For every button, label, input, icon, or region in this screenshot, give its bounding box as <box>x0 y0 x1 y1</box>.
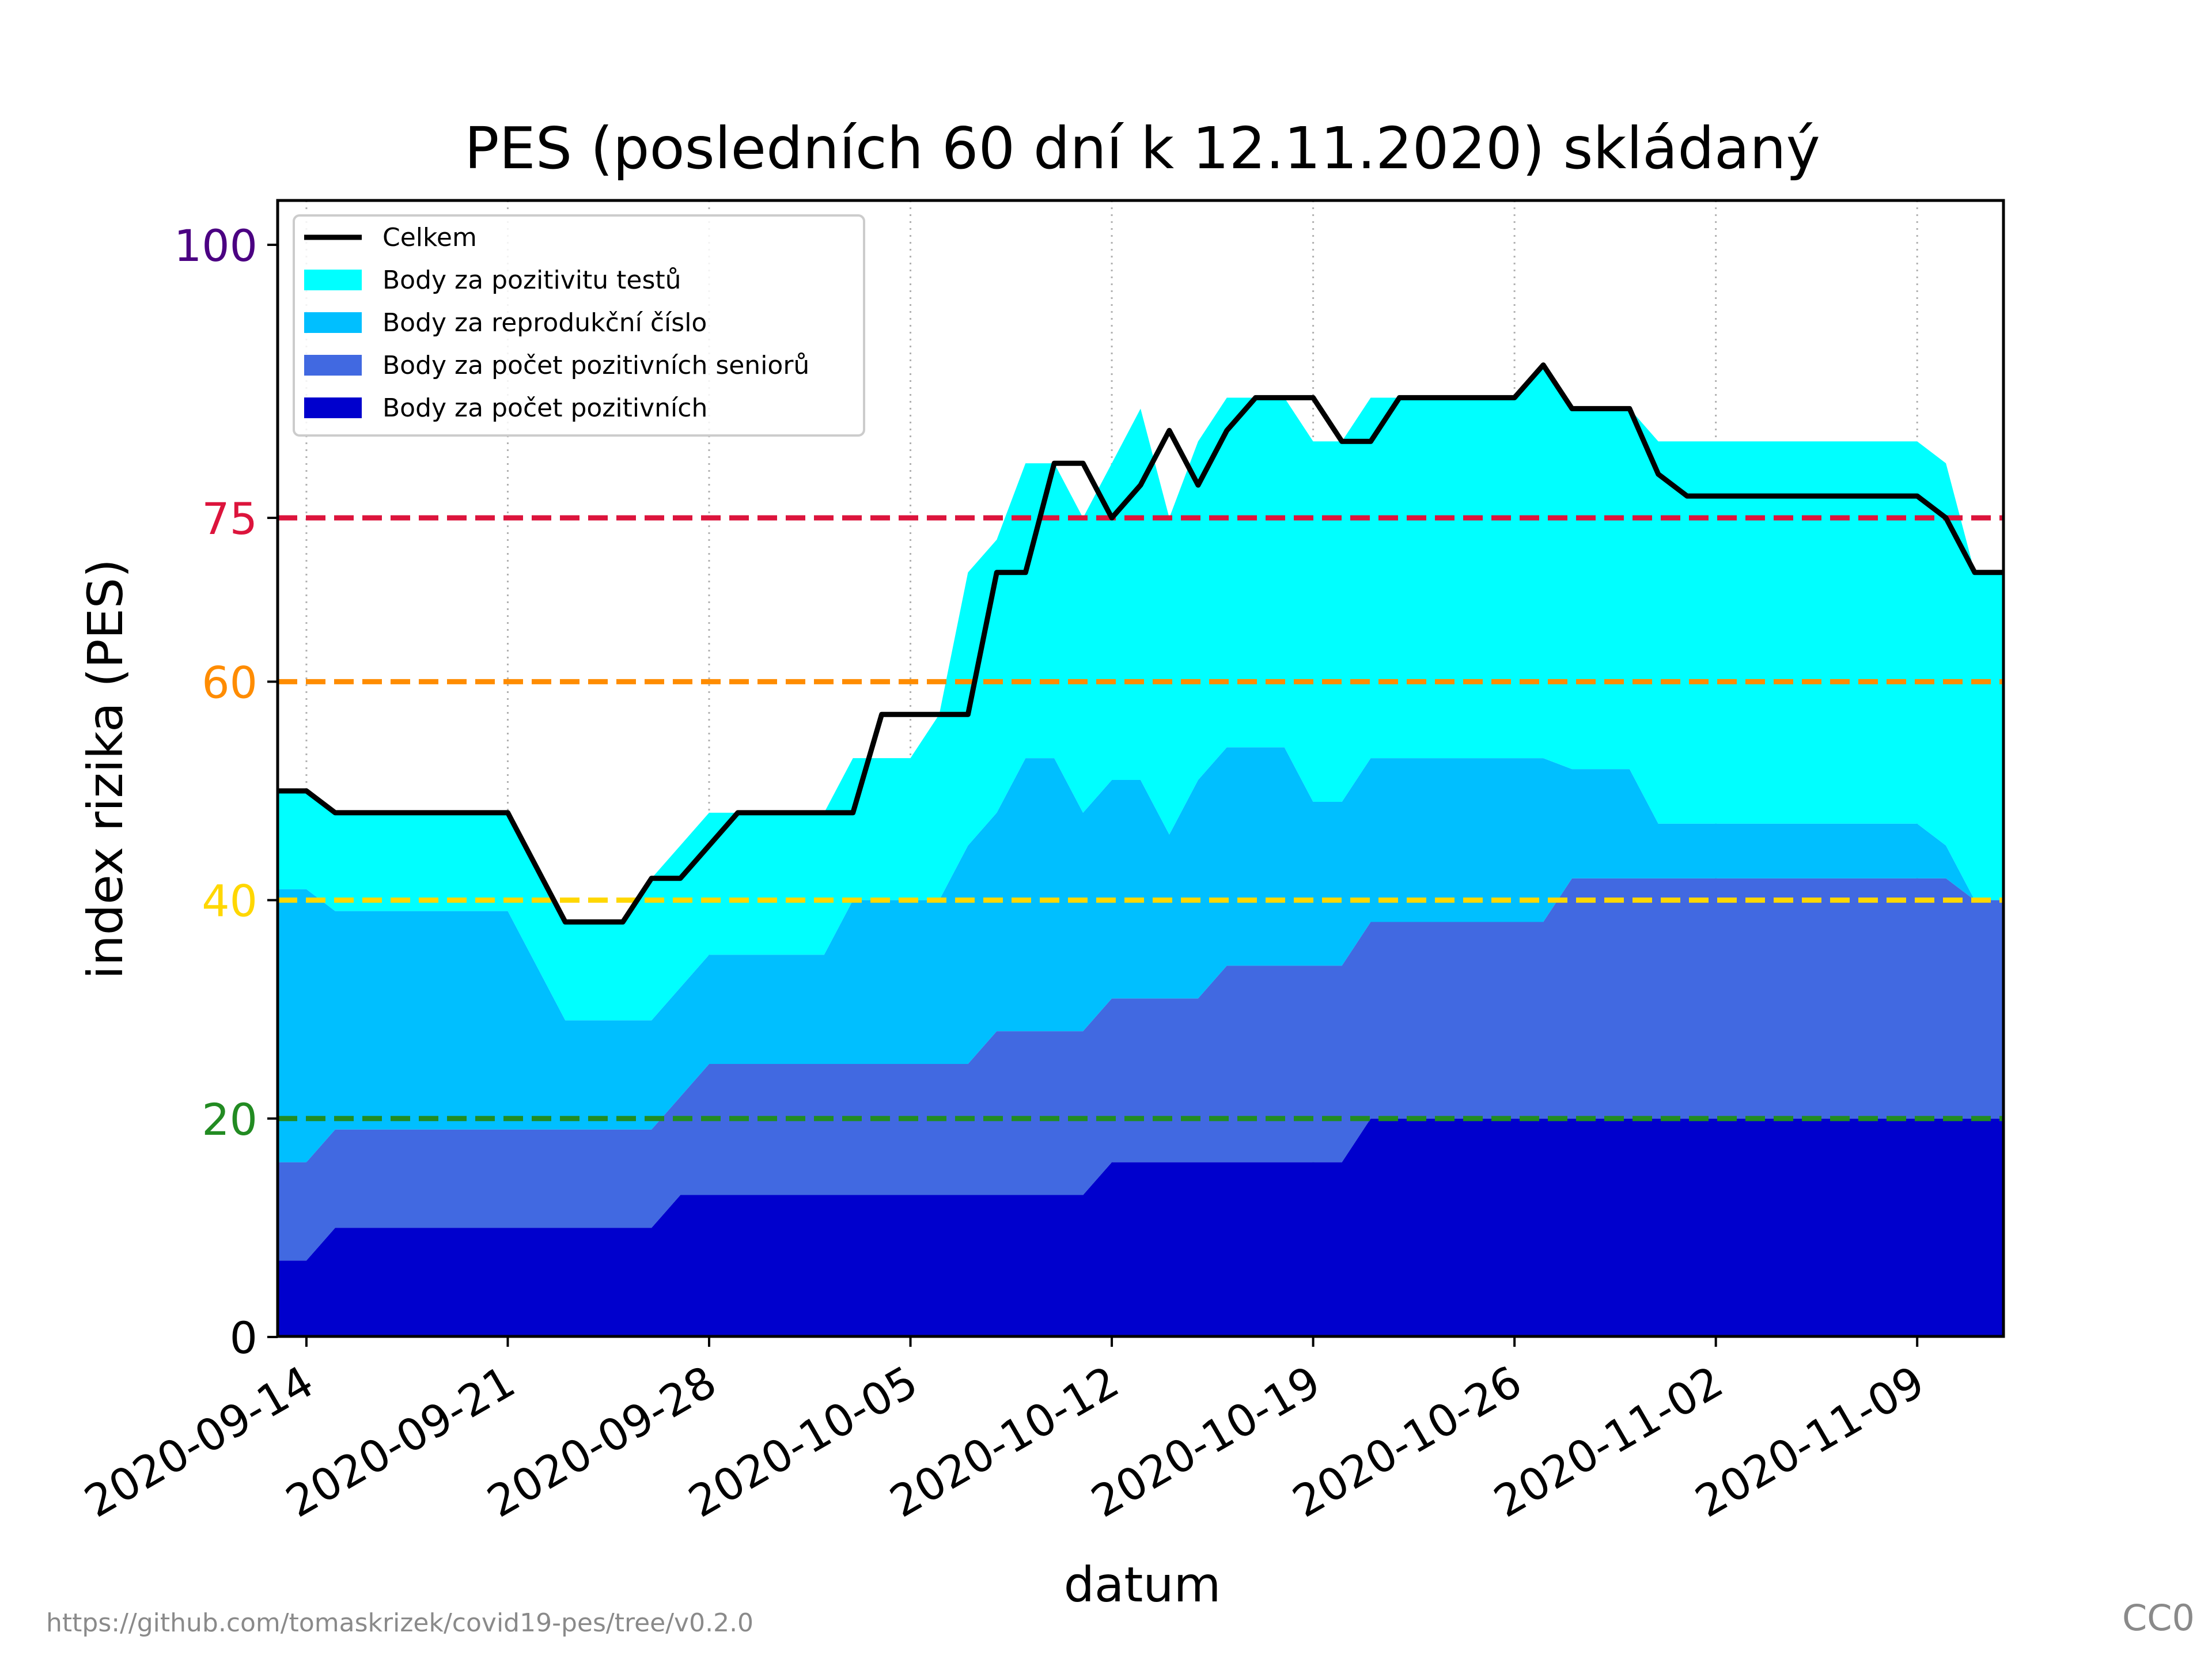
y-tick-label: 0 <box>230 1312 257 1363</box>
legend-frame <box>293 214 865 437</box>
y-tick-label: 60 <box>202 657 257 708</box>
y-tick-label: 75 <box>202 493 257 544</box>
plot-frame <box>276 199 2005 1338</box>
legend-label: Body za reprodukční číslo <box>382 308 707 338</box>
y-tick-label: 20 <box>202 1094 257 1145</box>
total-line <box>278 362 2003 925</box>
x-tick-label: 2020-11-09 <box>1687 1356 1933 1528</box>
legend-label: Body za počet pozitivních <box>382 393 707 423</box>
legend-swatch <box>304 312 362 333</box>
legend-swatch <box>304 397 362 418</box>
x-tick-label: 2020-09-14 <box>76 1356 322 1528</box>
legend-swatch <box>304 355 362 376</box>
area-series-3 <box>278 747 2003 1162</box>
legend: Celkem Body za pozitivitu testů Body za re… <box>293 214 865 437</box>
y-axis-label: index rizika (PES) <box>77 559 134 979</box>
legend-label: Body za počet pozitivních seniorů <box>382 351 809 380</box>
x-tick-label: 2020-09-21 <box>277 1356 523 1528</box>
chart-title: PES (posledních 60 dní k 12.11.2020) skl… <box>464 115 1820 182</box>
source-url[interactable]: https://github.com/tomaskrizek/covid19-p… <box>46 1608 754 1638</box>
y-tick-label: 40 <box>202 876 257 927</box>
area-series-4 <box>278 365 2003 1021</box>
x-tick-label: 2020-11-02 <box>1486 1356 1732 1528</box>
x-tick-label: 2020-10-26 <box>1284 1356 1530 1528</box>
legend-label: Celkem <box>382 223 477 252</box>
plot-area: 0 20 40 60 75 100 2020-09-142020-09-212020-09-… <box>76 199 2005 1528</box>
x-tick-label: 2020-10-12 <box>881 1356 1127 1528</box>
x-axis-label: datum <box>1064 1556 1221 1613</box>
area-series-1 <box>278 1118 2003 1337</box>
legend-swatch <box>304 270 362 290</box>
x-tick-label: 2020-10-19 <box>1083 1356 1329 1528</box>
y-tick-label: 100 <box>174 220 257 271</box>
x-tick-label: 2020-10-05 <box>680 1356 926 1528</box>
area-series-2 <box>278 878 2003 1261</box>
license-label: CC0 <box>2122 1597 2195 1639</box>
legend-label: Body za pozitivitu testů <box>382 266 681 295</box>
x-tick-label: 2020-09-28 <box>479 1356 725 1528</box>
